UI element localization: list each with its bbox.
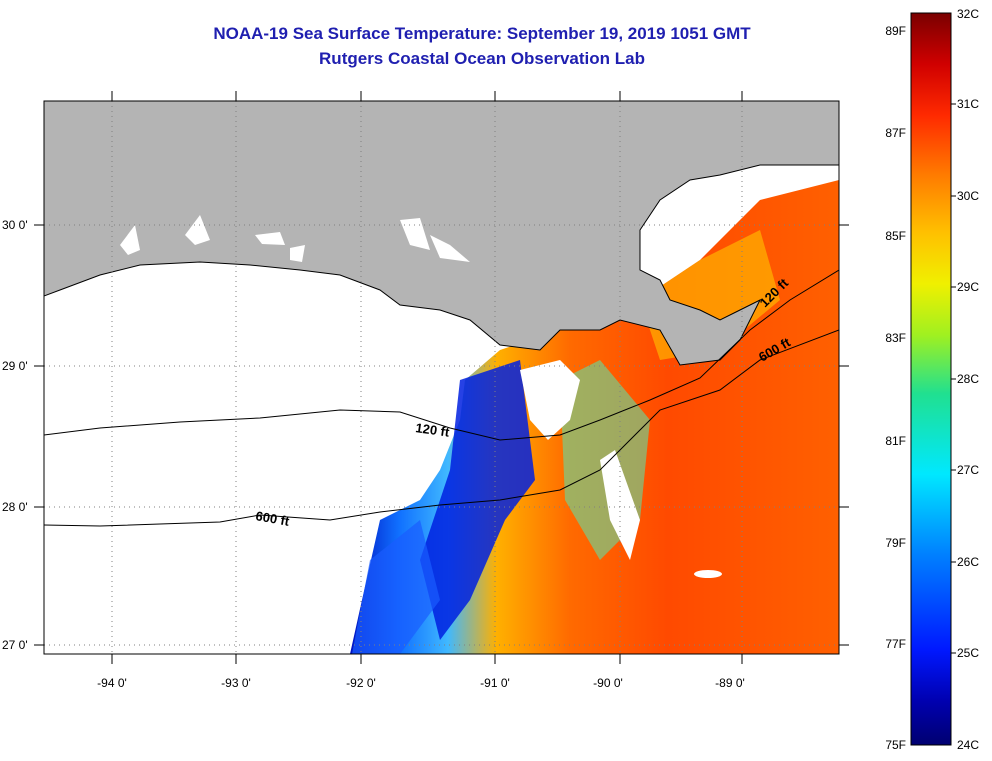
graticule — [44, 101, 839, 654]
lon-label: -89 0' — [715, 676, 745, 690]
f-label: 89F — [885, 24, 906, 38]
c-label: 29C — [957, 280, 979, 294]
lake-3 — [255, 232, 285, 245]
colorbar-ticks — [951, 103, 956, 654]
lon-label: -93 0' — [221, 676, 251, 690]
map-subtitle: Rutgers Coastal Ocean Observation Lab — [319, 49, 645, 68]
sst-cold-band — [420, 360, 535, 640]
x-axis-ticks — [111, 91, 743, 664]
f-label: 79F — [885, 536, 906, 550]
colorbar-c-labels: 32C 31C 30C 29C 28C 27C 26C 25C 24C — [957, 7, 979, 752]
c-label: 32C — [957, 7, 979, 21]
y-axis-ticks — [34, 224, 849, 646]
lake-6 — [430, 235, 470, 262]
map-plot-area — [44, 101, 839, 654]
contour-600ft-west — [44, 329, 839, 527]
contour-120ft-west — [44, 269, 839, 441]
lat-label: 30 0' — [2, 218, 28, 232]
c-label: 31C — [957, 97, 979, 111]
f-label: 75F — [885, 738, 906, 752]
lon-label: -90 0' — [593, 676, 623, 690]
cloud-gap-2 — [600, 450, 640, 560]
cloud-gap-3 — [694, 570, 722, 578]
map-frame — [43, 100, 840, 655]
lake-2 — [185, 215, 210, 245]
f-label: 85F — [885, 229, 906, 243]
lake-4 — [290, 245, 305, 262]
land-louisiana-coast — [44, 101, 839, 366]
contour-label-600ft-west: 600 ft — [254, 508, 291, 529]
f-label: 77F — [885, 637, 906, 651]
c-label: 25C — [957, 646, 979, 660]
lake-5 — [400, 218, 430, 250]
f-label: 87F — [885, 126, 906, 140]
c-label: 26C — [957, 555, 979, 569]
lon-label: -94 0' — [97, 676, 127, 690]
cloud-gap — [520, 360, 580, 440]
lat-label: 27 0' — [2, 638, 28, 652]
colorbar-f-labels: 89F 87F 85F 83F 81F 79F 77F 75F — [885, 24, 906, 752]
temperature-colorbar — [910, 12, 952, 746]
lon-label: -92 0' — [346, 676, 376, 690]
f-label: 81F — [885, 434, 906, 448]
sst-cold-patch — [352, 520, 440, 654]
c-label: 28C — [957, 372, 979, 386]
f-label: 83F — [885, 331, 906, 345]
lat-label: 29 0' — [2, 359, 28, 373]
map-title: NOAA-19 Sea Surface Temperature: Septemb… — [213, 24, 751, 43]
c-label: 30C — [957, 189, 979, 203]
lake-1 — [120, 225, 140, 255]
lat-label: 28 0' — [2, 500, 28, 514]
c-label: 24C — [957, 738, 979, 752]
contour-label-120ft-west: 120 ft — [415, 420, 451, 440]
c-label: 27C — [957, 463, 979, 477]
lon-label: -91 0' — [480, 676, 510, 690]
